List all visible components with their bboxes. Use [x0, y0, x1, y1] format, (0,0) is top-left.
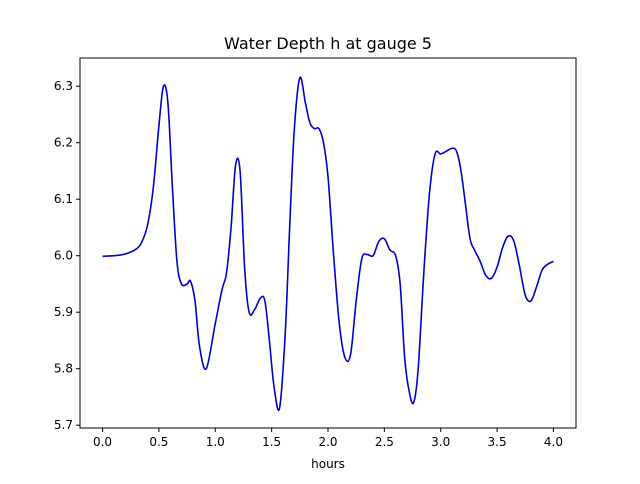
y-tick-label: 6.3 — [54, 79, 73, 93]
x-tick-label: 2.5 — [375, 435, 394, 449]
x-tick-label: 1.5 — [262, 435, 281, 449]
x-tick-label: 3.0 — [431, 435, 450, 449]
series-line-0 — [102, 76, 554, 411]
y-tick-label: 6.1 — [54, 192, 73, 206]
y-tick-label: 5.7 — [54, 418, 73, 432]
y-axis-ticks: 5.7 5.8 5.9 6.0 6.1 6.2 6.3 — [54, 79, 80, 432]
x-axis-label: hours — [311, 457, 345, 471]
x-tick-label: 2.0 — [318, 435, 337, 449]
x-tick-label: 0.5 — [149, 435, 168, 449]
y-tick-label: 6.2 — [54, 136, 73, 150]
chart-title: Water Depth h at gauge 5 — [224, 34, 432, 53]
x-axis-ticks: 0.0 0.5 1.0 1.5 2.0 2.5 3.0 3.5 4.0 — [93, 428, 563, 449]
y-tick-label: 6.0 — [54, 249, 73, 263]
y-tick-label: 5.8 — [54, 362, 73, 376]
x-tick-label: 1.0 — [206, 435, 225, 449]
x-tick-label: 0.0 — [93, 435, 112, 449]
x-tick-label: 3.5 — [488, 435, 507, 449]
plot-area — [79, 57, 577, 429]
series-layer — [102, 76, 554, 411]
y-tick-label: 5.9 — [54, 305, 73, 319]
x-tick-label: 4.0 — [544, 435, 563, 449]
